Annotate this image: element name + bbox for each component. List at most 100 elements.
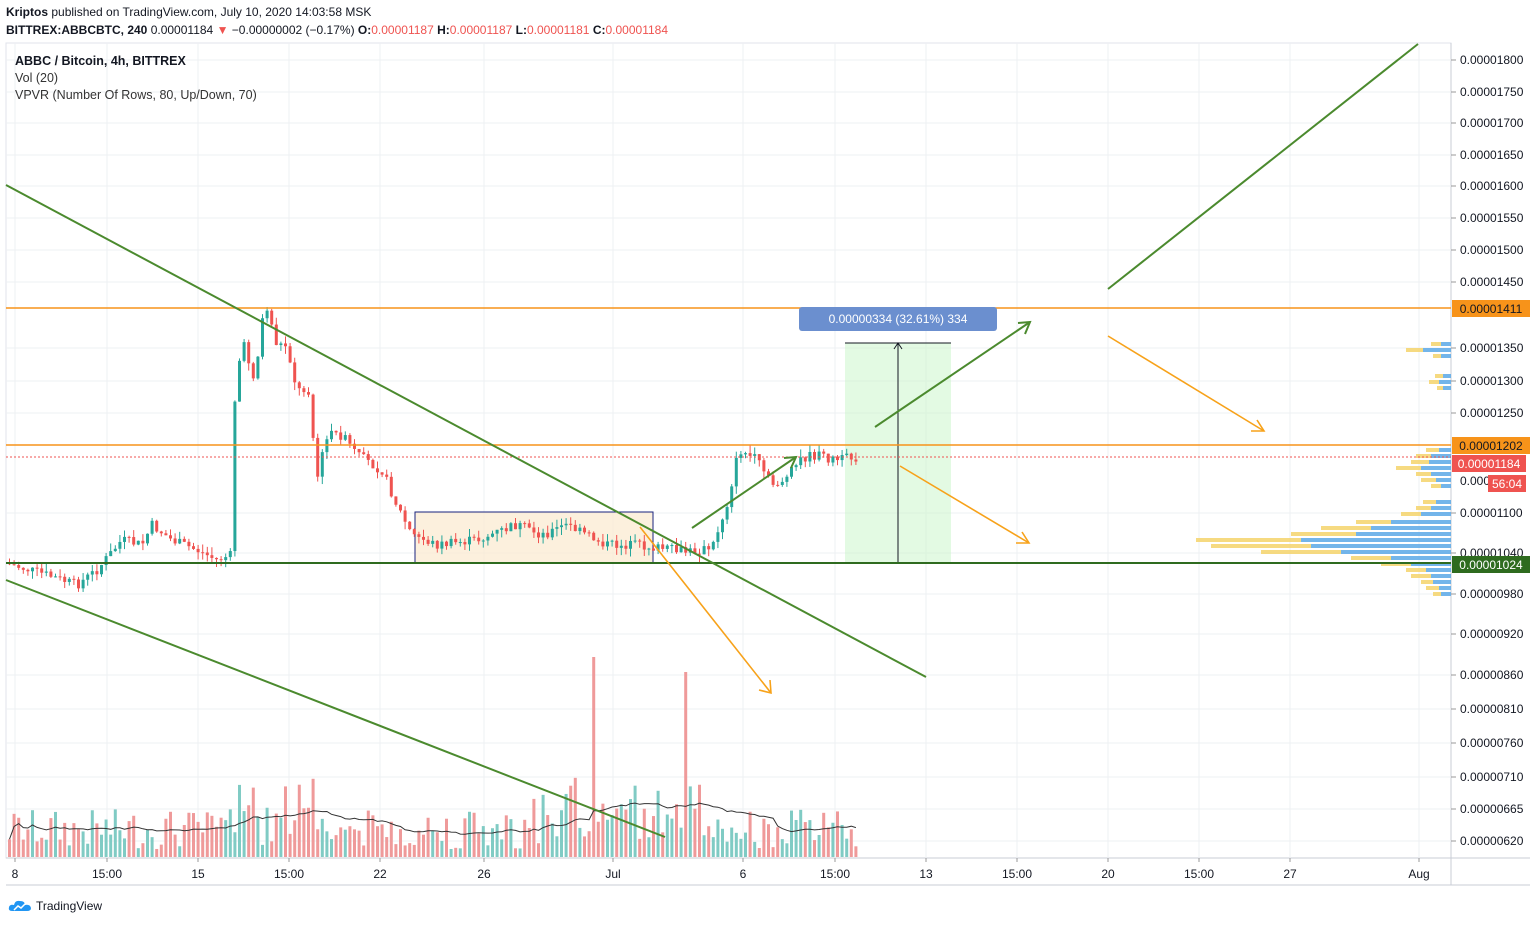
volume-bar [343,829,347,857]
vpvr-up-bar [1341,550,1451,554]
volume-bar [408,843,412,857]
volume-bar [458,848,462,857]
label-resistance-top: 0.00001411 [1460,302,1523,316]
measure-tooltip [799,307,997,331]
candle-body [279,343,283,346]
orange-arrow-1[interactable] [639,526,772,694]
volume-bar [445,818,448,857]
vpvr-up-bar [1421,466,1451,470]
volume-bar [684,672,688,857]
candle-body [307,392,310,395]
candle-body [297,382,301,389]
volume-bar [794,819,798,857]
volume-bar [661,832,665,857]
volume-bar [564,793,568,857]
label-support-bg [1452,556,1530,573]
volume-bar [583,836,586,857]
vpvr-up-bar [1429,460,1451,464]
open-label: O: [357,23,372,37]
vpvr-down-bar [1421,580,1433,584]
volume-bar [610,815,614,857]
candle-body [26,569,30,572]
volume-bar [587,831,591,857]
candle-body [408,521,412,530]
y-tick-label: 0.00000920 [1460,627,1524,641]
candle-body [477,537,481,542]
volume-bar [371,815,375,857]
y-tick-label: 0.00001600 [1460,179,1524,193]
candle-body [81,579,85,589]
candle-body [251,363,255,379]
volume-bar [803,822,807,857]
volume-bar [472,812,476,857]
vpvr-up-bar [1436,500,1451,504]
candle-body [707,546,711,550]
downtrend-line-lower[interactable] [5,579,666,838]
low-value: 0.00001181 [526,23,590,37]
candle-body [339,432,343,440]
volume-bar [274,813,278,857]
vpvr-up-bar [1439,448,1451,452]
uptrend-line-projection[interactable] [1107,43,1419,290]
volume-bar [757,848,761,857]
candle-body [725,507,729,520]
orange-arrow-3[interactable] [1107,335,1265,432]
vol-indicator-label[interactable]: Vol (20) [15,71,59,85]
orange-arrow-2[interactable] [899,465,1030,544]
y-tick-label: 0.00001300 [1460,374,1524,388]
candle-body [449,538,453,547]
green-arrow-1[interactable] [691,456,797,529]
x-tick-label: 26 [477,867,491,881]
chart-title[interactable]: ABBC / Bitcoin, 4h, BITTREX [15,54,186,68]
candle-body [734,457,738,487]
x-tick-label: 15 [191,867,205,881]
author-name[interactable]: Kriptos [6,5,48,19]
candle-body [123,536,126,542]
candle-body [831,456,835,463]
vpvr-down-bar [1426,586,1439,590]
volume-bar [353,829,356,857]
candle-body [54,576,57,578]
close-value: 0.00001184 [605,23,669,37]
x-tick-label: 13 [919,867,933,881]
volume-bar [734,832,738,857]
downtrend-line-upper[interactable] [5,184,927,678]
vpvr-indicator-label[interactable]: VPVR (Number Of Rows, 80, Up/Down, 70) [15,88,257,102]
volume-bar [109,834,113,857]
candle-body [95,571,99,575]
y-tick-label: 0.00000810 [1460,702,1524,716]
candle-body [518,523,522,530]
candle-body [739,454,743,458]
vpvr-up-bar [1439,586,1451,590]
candle-body [362,452,366,455]
candle-body [118,541,122,549]
volume-bar [440,840,444,857]
candle-body [799,457,803,466]
candle-body [247,342,251,364]
vpvr-up-bar [1391,556,1451,560]
chart-frame [5,42,1452,859]
green-arrow-2[interactable] [874,321,1031,428]
candle-body [113,548,117,552]
candle-body [49,571,53,577]
label-support: 0.00001024 [1459,558,1523,572]
open-value: 0.00001187 [371,23,434,37]
candle-body [762,460,766,472]
volume-bar [357,830,361,857]
candle-body [845,453,849,456]
candle-body [555,527,559,529]
candle-body [698,553,701,555]
volume-bar [642,808,646,857]
y-tick-label: 0.00000860 [1460,668,1524,682]
candle-body [560,525,563,528]
volume-bar [767,824,770,857]
volume-bar [849,829,853,857]
tradingview-brand[interactable]: TradingView [36,899,103,913]
label-partial-tick: 0.000 [1460,474,1490,488]
candle-body [274,324,278,346]
vpvr-up-bar [1443,386,1451,390]
candle-body [840,455,844,461]
candle-body [445,541,448,547]
volume-bar [831,822,835,857]
